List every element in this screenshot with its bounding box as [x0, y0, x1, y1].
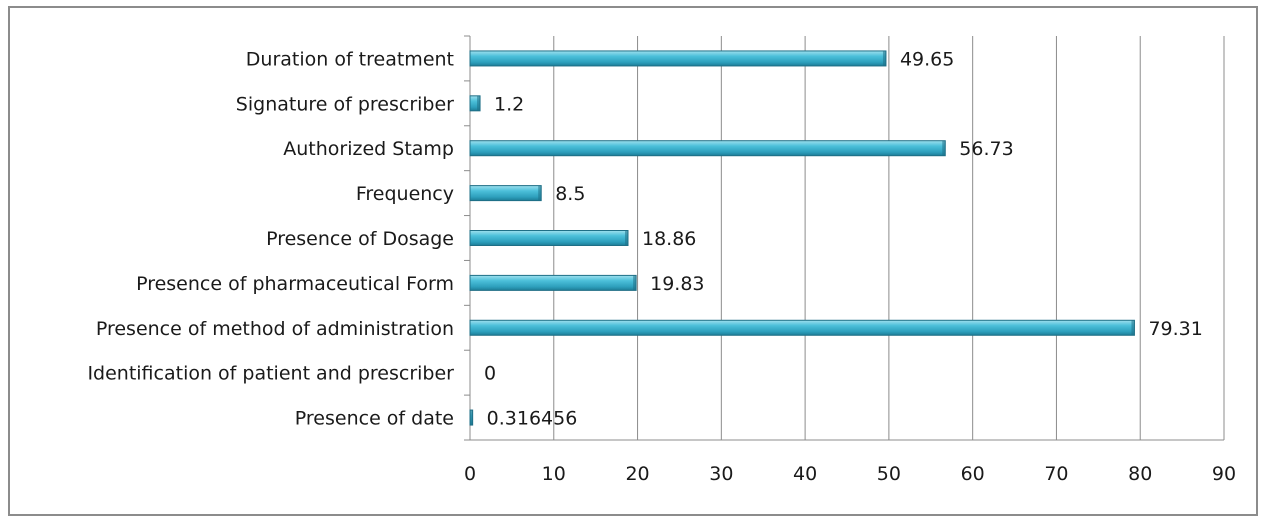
bar	[469, 230, 629, 246]
data-label: 0	[484, 363, 496, 385]
category-label: Presence of pharmaceutical Form	[136, 273, 454, 295]
category-label: Authorized Stamp	[283, 138, 454, 160]
bar	[469, 274, 637, 291]
grid-lines	[464, 35, 1225, 441]
x-tick-label: 60	[961, 463, 985, 485]
x-tick-label: 0	[464, 463, 476, 485]
x-tick-label: 50	[877, 463, 901, 485]
category-label: Signature of prescriber	[236, 93, 454, 115]
x-tick-label: 20	[625, 463, 649, 485]
bar	[469, 140, 946, 157]
bar-end-cap	[469, 410, 473, 426]
data-label: 8.5	[555, 183, 585, 205]
x-axis-tick-labels: 0 10 20 30 40 50 60 70 80 90	[464, 463, 1236, 485]
bar-end-cap	[1131, 320, 1135, 336]
category-label: Identification of patient and prescriber	[87, 363, 454, 385]
x-tick-label: 80	[1128, 463, 1152, 485]
category-labels: Duration of treatment Signature of prescr…	[87, 48, 454, 429]
bar-end-cap	[477, 95, 481, 111]
category-label: Presence of date	[295, 408, 454, 430]
x-tick-label: 40	[793, 463, 817, 485]
bar	[469, 319, 1135, 336]
data-label: 18.86	[642, 228, 696, 250]
value-labels: 49.65 1.2 56.73 8.5 18.86 19.83 79.31 0 0.316456	[484, 48, 1203, 429]
bars	[469, 50, 1135, 426]
bar-end-cap	[633, 275, 637, 291]
bar-end-cap	[538, 185, 542, 201]
bar	[469, 50, 887, 67]
data-label: 0.316456	[487, 408, 578, 430]
bar-end-cap	[942, 140, 946, 156]
category-label: Duration of treatment	[246, 48, 454, 70]
category-label: Presence of method of administration	[96, 318, 454, 340]
category-label: Presence of Dosage	[266, 228, 454, 250]
bar-end-cap	[882, 50, 886, 66]
x-tick-label: 10	[542, 463, 566, 485]
data-label: 1.2	[494, 93, 524, 115]
data-label: 49.65	[900, 48, 954, 70]
chart-frame: Duration of treatment Signature of prescr…	[8, 6, 1258, 516]
data-label: 56.73	[959, 138, 1013, 160]
bar-chart: Duration of treatment Signature of prescr…	[87, 35, 1236, 485]
data-label: 19.83	[650, 273, 704, 295]
x-tick-label: 70	[1044, 463, 1068, 485]
x-tick-label: 30	[709, 463, 733, 485]
x-tick-label: 90	[1212, 463, 1236, 485]
data-label: 79.31	[1148, 318, 1202, 340]
bar-end-cap	[625, 230, 629, 246]
category-label: Frequency	[356, 183, 454, 205]
bar	[469, 185, 542, 202]
